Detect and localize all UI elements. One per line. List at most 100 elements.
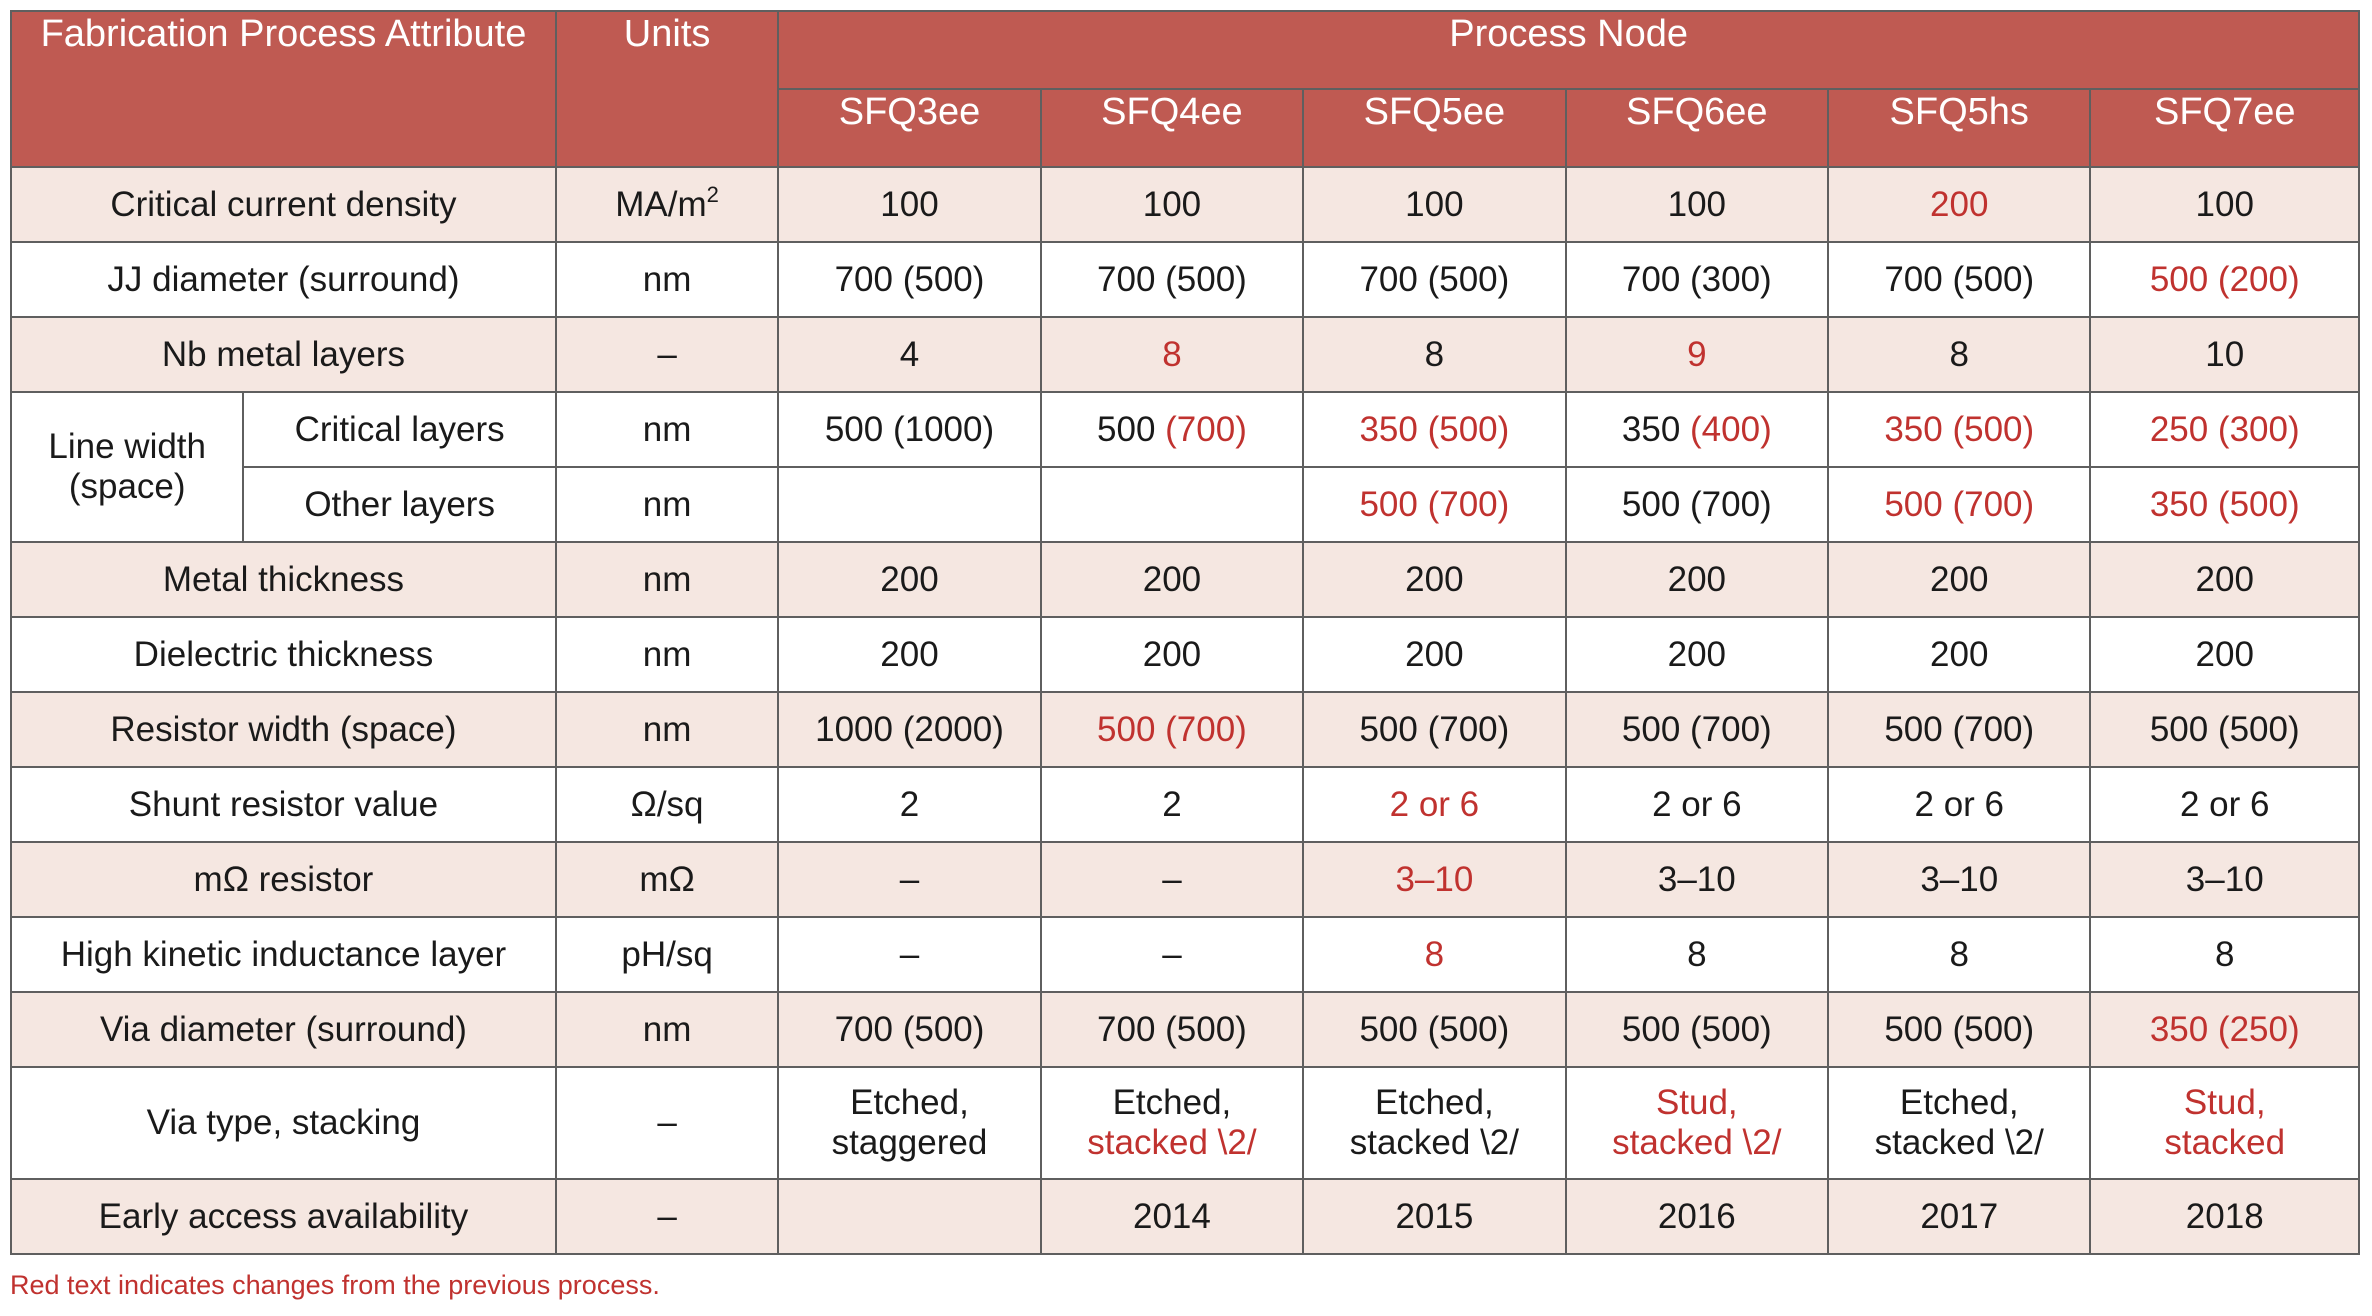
value-cell: 700 (500) [777, 991, 1042, 1068]
value-cell: 100 [777, 166, 1042, 243]
process-node-header: Process Node [777, 10, 2360, 90]
value-cell: 200 [777, 616, 1042, 693]
value-cell: – [777, 916, 1042, 993]
value-cell-changed: 500 (700) [1302, 466, 1567, 543]
value-cell: Etched, stacked \2/ [1827, 1066, 2092, 1180]
table-row: Shunt resistor value Ω/sq 2 2 2 or 6 2 o… [10, 766, 2360, 843]
value-cell-changed: 500 (200) [2089, 241, 2360, 318]
value-cell: 100 [1564, 166, 1830, 243]
value-cell-changed: Stud, stacked [2089, 1066, 2360, 1180]
value-cell: 500 (700) [1302, 691, 1567, 768]
value-cell: 2 [1039, 766, 1305, 843]
unit-cell: nm [554, 541, 780, 618]
value-cell: – [1039, 916, 1305, 993]
value-cell: 500 (500) [1827, 991, 2092, 1068]
spec-table-container: Fabrication Process Attribute Units Proc… [9, 10, 2360, 1255]
row-label: Via diameter (surround) [10, 991, 557, 1068]
value-cell: 500 (700) [1039, 391, 1305, 468]
node-header: SFQ3ee [777, 88, 1042, 168]
node-header: SFQ5ee [1302, 88, 1567, 168]
value-cell: 350 (400) [1564, 391, 1830, 468]
value-cell: 2014 [1039, 1178, 1305, 1255]
row-label: mΩ resistor [10, 841, 557, 918]
unit-cell: mΩ [554, 841, 780, 918]
value-cell: 2 [777, 766, 1042, 843]
unit-cell: – [554, 1178, 780, 1255]
row-sublabel: Critical layers [242, 391, 557, 468]
value-cell: 8 [1564, 916, 1830, 993]
node-header: SFQ5hs [1827, 88, 2092, 168]
table-row: Early access availability – 2014 2015 20… [10, 1178, 2360, 1255]
table-row: Line width (space) Critical layers nm 50… [9, 391, 2360, 543]
value-cell: 200 [2089, 616, 2360, 693]
value-cell: 200 [1302, 541, 1567, 618]
value-cell: 3–10 [1827, 841, 2092, 918]
value-cell: 100 [1302, 166, 1567, 243]
unit-cell: – [554, 1066, 780, 1180]
value-cell: 200 [777, 541, 1042, 618]
value-cell: 700 (300) [1564, 241, 1830, 318]
footnote: Red text indicates changes from the prev… [10, 1270, 660, 1300]
value-cell: Etched, staggered [777, 1066, 1042, 1180]
value-cell: 350 (500) [1827, 391, 2092, 468]
value-cell: 3–10 [2089, 841, 2360, 918]
value-cell: 700 (500) [1039, 991, 1305, 1068]
value-cell: 500 (500) [2089, 691, 2360, 768]
value-cell: 700 (500) [1302, 241, 1567, 318]
node-header: SFQ4ee [1039, 88, 1305, 168]
table-row: Metal thickness nm 200 200 200 200 200 2… [10, 541, 2360, 618]
row-label: Metal thickness [10, 541, 557, 618]
value-cell: 200 [2089, 541, 2360, 618]
row-label: Resistor width (space) [10, 691, 557, 768]
table-row: Dielectric thickness nm 200 200 200 200 … [10, 616, 2360, 693]
value-cell: 8 [1827, 316, 2092, 393]
value-cell: 8 [1827, 916, 2092, 993]
value-cell: 200 [1039, 541, 1305, 618]
value-cell-changed: 500 (700) [1039, 691, 1305, 768]
row-label: Shunt resistor value [10, 766, 557, 843]
units-header: Units [554, 10, 780, 168]
unit-cell: pH/sq [554, 916, 780, 993]
table-row: High kinetic inductance layer pH/sq – – … [10, 916, 2360, 993]
value-cell-changed: 500 (700) [1827, 466, 2092, 543]
value-cell-changed: Stud, stacked \2/ [1564, 1066, 1830, 1180]
unit-cell: nm [554, 391, 780, 468]
row-label: Critical current density [10, 166, 557, 243]
value-cell: 2017 [1827, 1178, 2092, 1255]
unit-cell: nm [554, 691, 780, 768]
value-cell: 500 (700) [1564, 466, 1830, 543]
unit-cell: nm [554, 466, 780, 543]
unit-cell: nm [554, 991, 780, 1068]
value-cell: 2 or 6 [1564, 766, 1830, 843]
value-cell: 700 (500) [1827, 241, 2092, 318]
value-cell: 700 (500) [777, 241, 1042, 318]
node-header: SFQ6ee [1564, 88, 1830, 168]
unit-cell: MA/m2 [554, 166, 780, 243]
value-cell: 500 (700) [1564, 691, 1830, 768]
value-cell: 100 [2089, 166, 2360, 243]
value-cell: 100 [1039, 166, 1305, 243]
value-cell: 350 (500) [1302, 391, 1567, 468]
value-cell: 2015 [1302, 1178, 1567, 1255]
row-label: High kinetic inductance layer [10, 916, 557, 993]
value-cell: 500 (500) [1564, 991, 1830, 1068]
value-cell: 700 (500) [1039, 241, 1305, 318]
table-row: Critical current density MA/m2 100 100 1… [10, 166, 2360, 243]
value-cell: Etched, stacked \2/ [1302, 1066, 1567, 1180]
value-cell: 4 [777, 316, 1042, 393]
value-cell: 8 [1302, 316, 1567, 393]
value-cell: 10 [2089, 316, 2360, 393]
value-cell: 2018 [2089, 1178, 2360, 1255]
process-spec-table: Fabrication Process Attribute Units Proc… [9, 10, 2360, 1255]
row-label: Early access availability [10, 1178, 557, 1255]
node-header: SFQ7ee [2089, 88, 2360, 168]
value-cell: 2 or 6 [1827, 766, 2092, 843]
row-sublabel: Other layers [242, 466, 557, 543]
value-cell: 200 [1827, 541, 2092, 618]
value-cell-changed: 350 (500) [2089, 466, 2360, 543]
value-cell-changed: 3–10 [1302, 841, 1567, 918]
value-cell: 2 or 6 [2089, 766, 2360, 843]
table-row: mΩ resistor mΩ – – 3–10 3–10 3–10 3–10 [10, 841, 2360, 918]
value-cell [777, 1178, 1042, 1255]
value-cell: 200 [1827, 616, 2092, 693]
